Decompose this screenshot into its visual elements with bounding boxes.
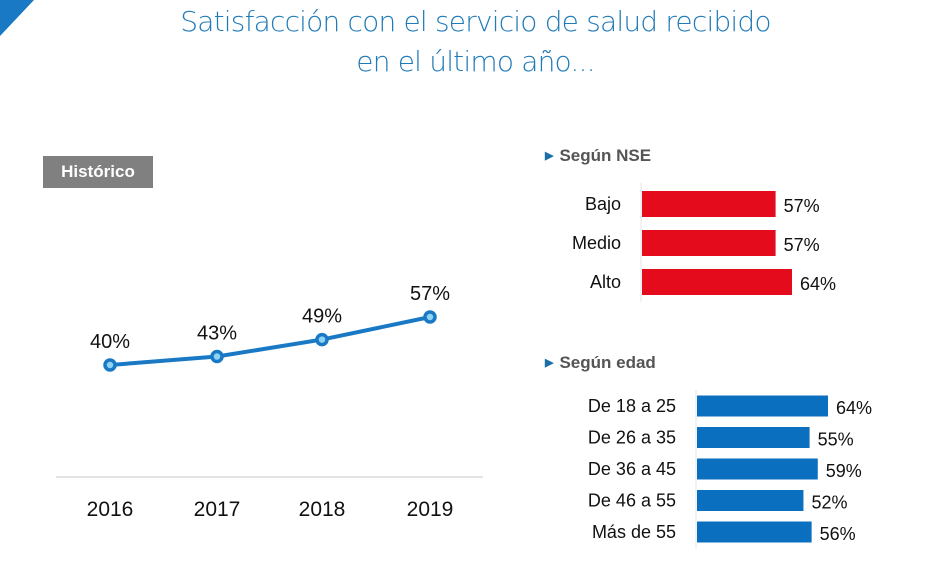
- corner-decoration: [0, 0, 34, 36]
- bar: [697, 395, 828, 417]
- data-label: 40%: [90, 331, 130, 353]
- data-label: 57%: [410, 283, 450, 305]
- value-label: 57%: [784, 196, 820, 216]
- category-label: De 18 a 25: [588, 396, 676, 416]
- value-label: 64%: [800, 274, 836, 294]
- value-label: 56%: [820, 524, 856, 544]
- triangle-bullet-icon: ▶: [545, 357, 554, 369]
- x-tick-label: 2019: [407, 498, 454, 521]
- data-label: 43%: [197, 323, 237, 345]
- value-label: 64%: [836, 398, 872, 418]
- bar: [642, 269, 792, 295]
- data-point: [103, 358, 117, 372]
- category-label: Bajo: [585, 194, 621, 214]
- category-label: Alto: [590, 272, 621, 292]
- category-label: De 26 a 35: [588, 428, 676, 448]
- data-point: [210, 349, 224, 364]
- title-line-1: Satisfacción con el servicio de salud re…: [180, 5, 771, 38]
- data-point: [315, 332, 329, 347]
- nse-section-title: Según NSE: [559, 146, 652, 165]
- category-label: De 36 a 45: [588, 459, 676, 479]
- value-label: 52%: [811, 493, 847, 513]
- bar: [697, 490, 804, 511]
- bar: [697, 521, 812, 543]
- x-tick-label: 2016: [87, 498, 134, 521]
- bar: [697, 458, 818, 480]
- triangle-bullet-icon: ▶: [545, 150, 554, 162]
- age-section-title: Según edad: [559, 353, 656, 372]
- value-label: 59%: [826, 461, 862, 481]
- value-label: 57%: [784, 235, 820, 255]
- x-tick-label: 2017: [194, 498, 241, 521]
- nse-bar-chart: Bajo 57% Medio 57% Alto 64%: [572, 183, 836, 302]
- page-title: Satisfacción con el servicio de salud re…: [0, 2, 951, 82]
- data-label: 49%: [302, 306, 342, 328]
- category-label: Medio: [572, 233, 621, 253]
- bar: [642, 230, 776, 256]
- data-point: [423, 310, 437, 324]
- category-label: Más de 55: [592, 522, 676, 542]
- series-line: [109, 315, 431, 367]
- value-label: 55%: [818, 430, 854, 450]
- age-section-heading: ▶ Según edad: [545, 353, 656, 373]
- title-line-2: en el último año...: [356, 45, 595, 78]
- x-tick-label: 2018: [299, 498, 346, 521]
- age-bar-chart: De 18 a 25 64% De 26 a 35 55% De 36 a 45 59% D…: [588, 390, 872, 548]
- historico-badge: Histórico: [43, 156, 153, 188]
- bar: [697, 427, 810, 448]
- bar: [642, 191, 776, 217]
- category-label: De 46 a 55: [588, 491, 676, 511]
- nse-section-heading: ▶ Según NSE: [545, 146, 651, 166]
